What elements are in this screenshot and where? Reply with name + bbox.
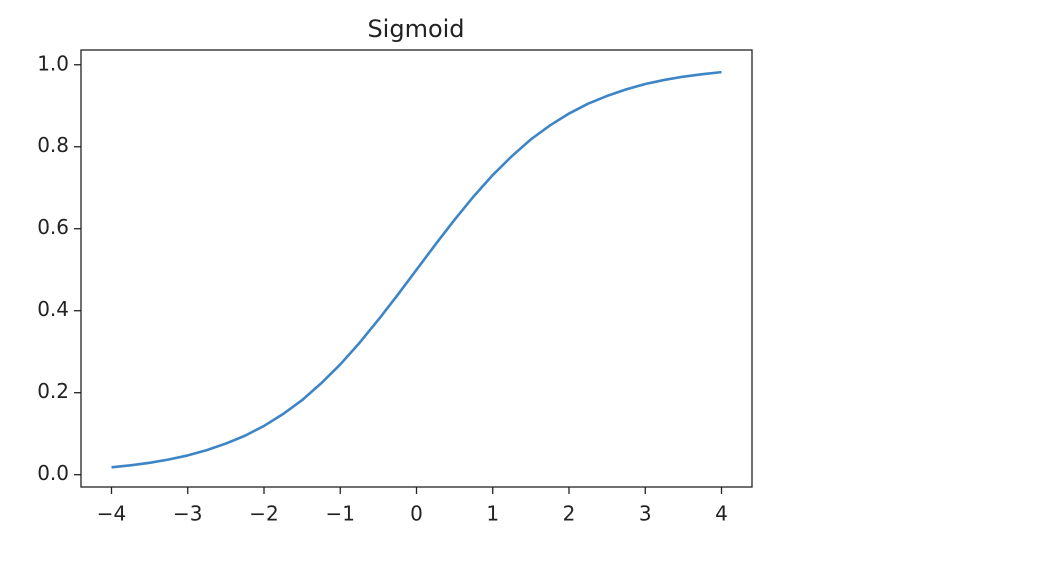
y-tick-label: 0.4 xyxy=(37,297,69,321)
plot-frame xyxy=(80,49,753,488)
x-tick-label: 3 xyxy=(639,502,652,526)
y-tick-label: 0.2 xyxy=(37,379,69,403)
line-series xyxy=(111,70,722,469)
x-tick-label: 0 xyxy=(410,502,423,526)
y-tick-label: 0.8 xyxy=(37,133,69,157)
y-tick-label: 0.6 xyxy=(37,215,69,239)
y-tick-label: 1.0 xyxy=(37,51,69,75)
x-tick-label: 2 xyxy=(563,502,576,526)
x-tick-label: −4 xyxy=(97,502,126,526)
x-tick-label: 1 xyxy=(486,502,499,526)
x-tick-label: 4 xyxy=(715,502,728,526)
chart-title: Sigmoid xyxy=(367,15,464,43)
x-tick-label: −3 xyxy=(173,502,202,526)
x-tick-label: −1 xyxy=(326,502,355,526)
x-tick-label: −2 xyxy=(249,502,278,526)
y-tick-label: 0.0 xyxy=(37,461,69,485)
